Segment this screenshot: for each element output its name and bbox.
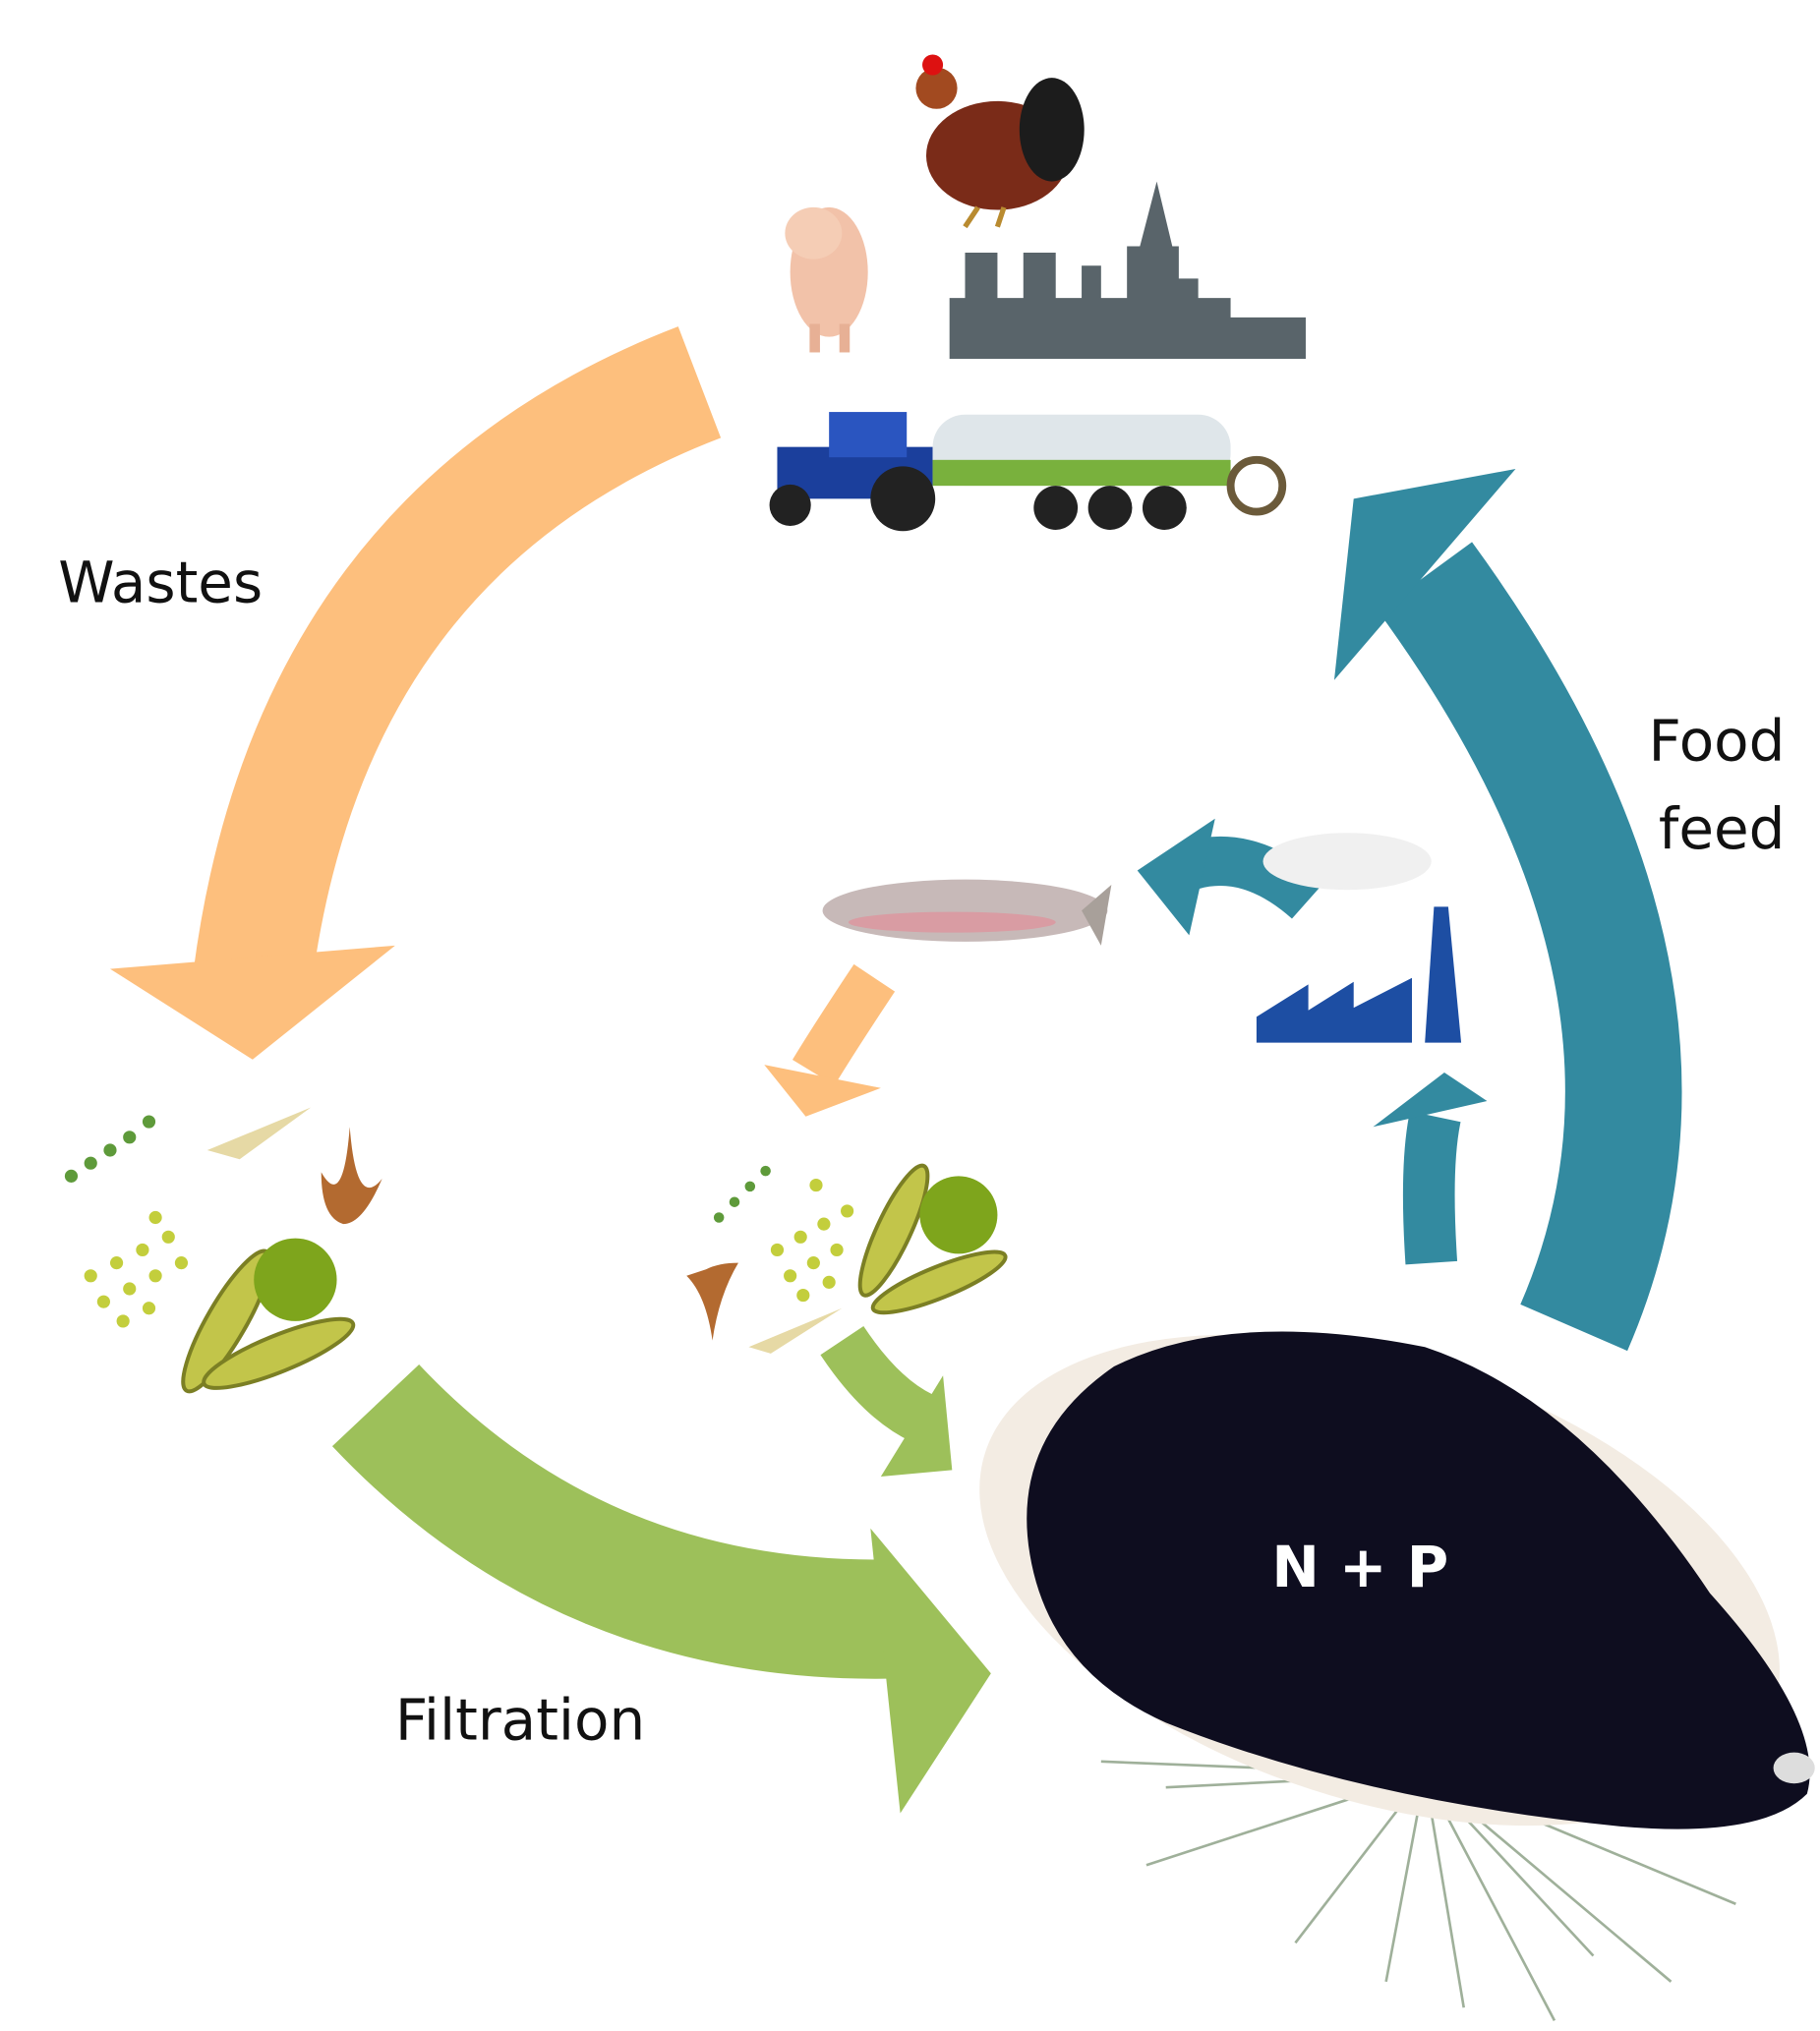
- pig: [785, 207, 867, 353]
- to-factory-arrow: [1373, 1073, 1487, 1263]
- feed-label: feed: [1659, 795, 1786, 862]
- plankton-left: [65, 1108, 382, 1401]
- food-feed-arrow: [1334, 469, 1623, 1327]
- nutrients-label: N + P: [1271, 1534, 1448, 1600]
- trout: [823, 880, 1112, 946]
- nutrient-cycle-diagram: N + P Wastes Food feed Filtration: [0, 0, 1820, 2031]
- tractor-tanker: [770, 412, 1283, 531]
- small-filtration-arrow: [842, 1341, 952, 1477]
- fish-waste-arrow: [764, 978, 881, 1117]
- wastes-arrow: [110, 382, 699, 1060]
- rooster: [915, 54, 1084, 226]
- page: {"labels": {"wastes": "Wastes", "food_fe…: [0, 0, 1820, 2031]
- filtration-label: Filtration: [395, 1686, 645, 1753]
- mussel: N + P: [917, 1243, 1820, 2020]
- plankton-middle: [686, 1159, 1011, 1354]
- factory: [1257, 833, 1461, 1042]
- wastes-label: Wastes: [58, 550, 263, 616]
- food-label: Food: [1648, 707, 1785, 774]
